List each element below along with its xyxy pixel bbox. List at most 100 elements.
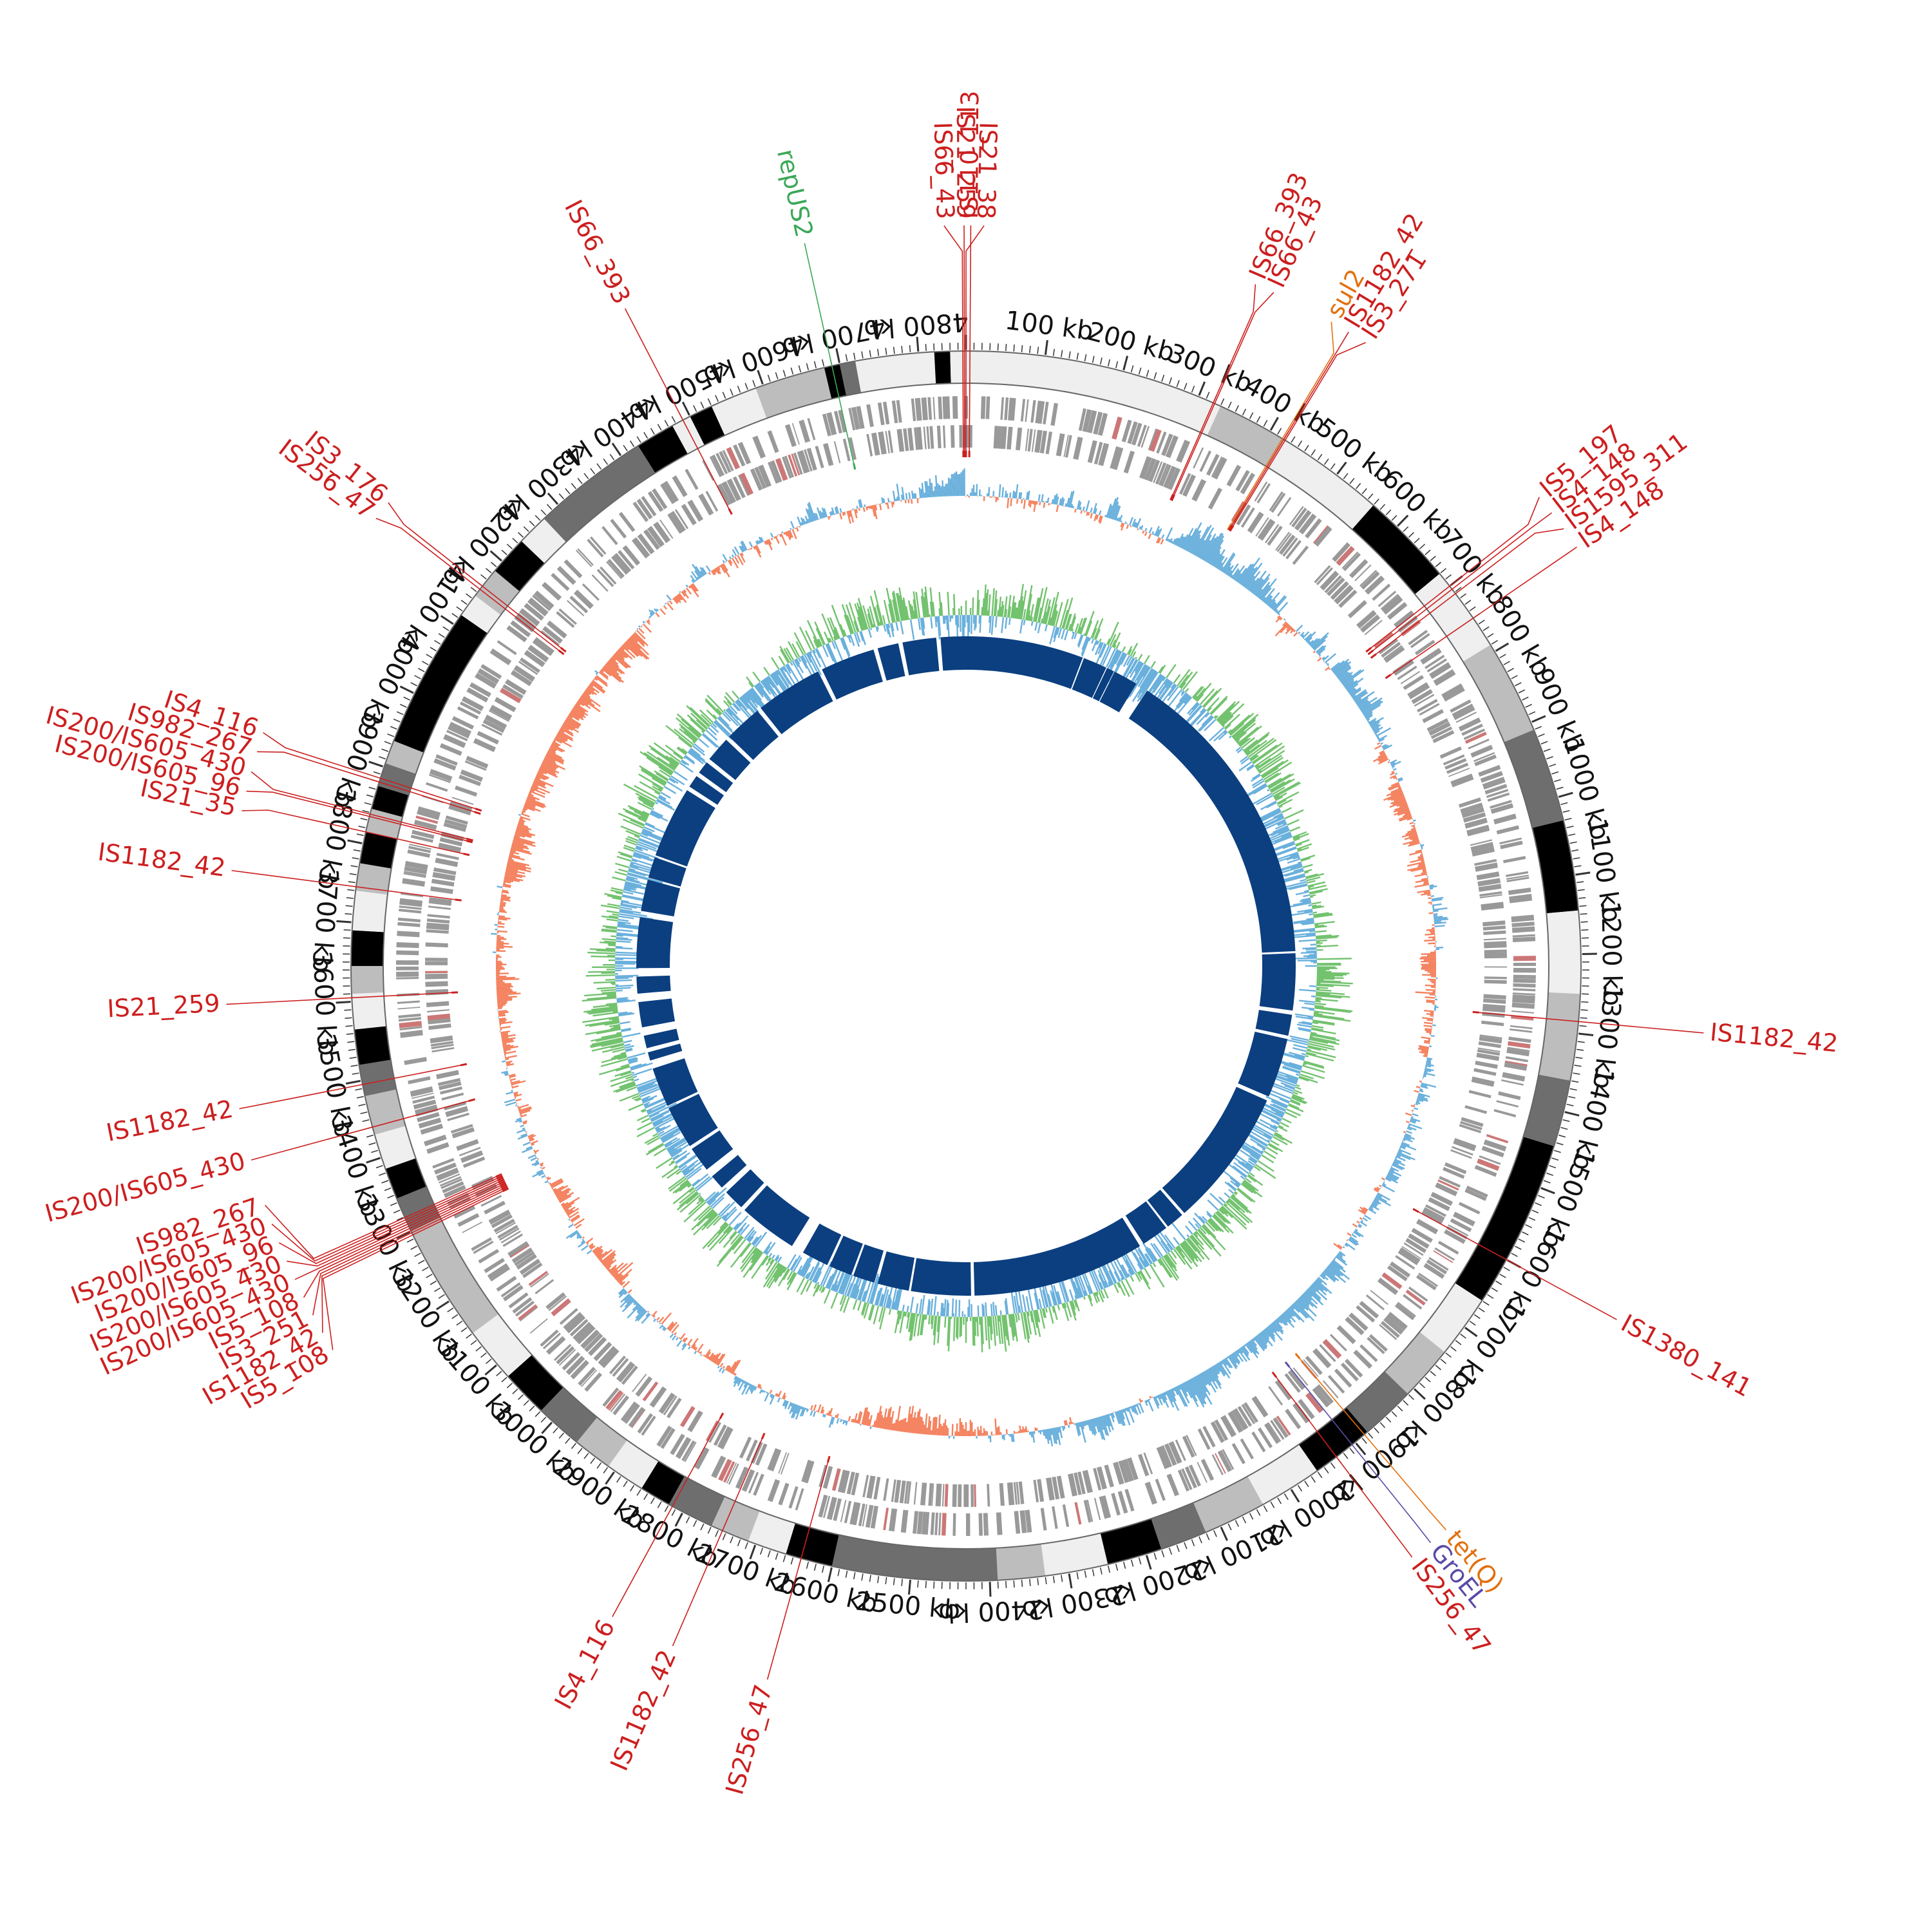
gc-skew-negative <box>800 517 805 526</box>
gc-skew-positive <box>581 694 592 703</box>
gc-content-above <box>1023 1312 1030 1343</box>
gc-skew-positive <box>1425 996 1435 999</box>
cds-forward <box>1450 699 1472 713</box>
cds-reverse <box>1282 537 1298 557</box>
cds-reverse <box>558 608 577 625</box>
gc-content-above <box>609 1023 620 1028</box>
gc-content-below <box>1139 1256 1146 1269</box>
gc-skew-positive <box>676 594 681 601</box>
gc-skew-negative <box>1192 1377 1206 1399</box>
gc-content-below <box>1245 1162 1254 1170</box>
cds-forward <box>1479 1155 1501 1165</box>
cds-forward <box>1240 473 1256 495</box>
contig-segment <box>966 351 1221 436</box>
gc-content-below <box>1289 884 1308 891</box>
gc-content-above <box>1249 1172 1255 1177</box>
gc-skew-negative <box>744 1383 752 1395</box>
cds-forward <box>925 1511 930 1535</box>
cds-forward <box>1443 686 1465 702</box>
gc-skew-positive <box>1388 784 1401 791</box>
gc-skew-negative <box>1126 1407 1130 1412</box>
minor-tick <box>546 504 553 510</box>
cds-reverse <box>1007 1482 1014 1506</box>
gc-content-below <box>1177 694 1190 709</box>
contig-segment <box>855 352 936 393</box>
cds-forward <box>628 1406 645 1428</box>
gc-skew-negative <box>1266 598 1273 606</box>
gc-content-below <box>683 1168 690 1175</box>
cds-forward <box>1477 1158 1500 1171</box>
gc-skew-positive <box>904 499 907 504</box>
gc-skew-negative <box>743 1381 746 1384</box>
gc-skew-positive <box>510 1080 520 1084</box>
gc-content-below <box>615 984 634 987</box>
gc-content-below <box>738 1227 744 1234</box>
minor-tick <box>414 1253 421 1257</box>
gc-skew-negative <box>577 1241 586 1248</box>
cds-reverse <box>1378 638 1399 655</box>
gc-content-below <box>827 1265 838 1289</box>
minor-tick <box>414 675 421 679</box>
gc-skew-negative <box>1006 493 1009 498</box>
gc-skew-negative <box>636 1306 643 1313</box>
gc-content-below <box>875 1287 882 1306</box>
gc-content-above <box>897 1311 902 1325</box>
gc-content-above <box>823 1289 831 1304</box>
gc-content-above <box>1193 686 1204 699</box>
gc-content-above <box>1314 1005 1324 1008</box>
cds-reverse <box>1484 980 1507 984</box>
gc-skew-positive <box>497 1002 507 1005</box>
minor-tick <box>1061 1575 1063 1582</box>
gc-content-above <box>1057 1304 1061 1311</box>
cds-reverse <box>522 1262 543 1278</box>
cds-reverse <box>1137 1454 1150 1477</box>
minor-tick <box>1546 1172 1553 1176</box>
gc-content-above <box>1281 807 1292 813</box>
minor-tick <box>1391 1411 1397 1417</box>
cds-reverse <box>431 1043 454 1050</box>
gc-content-above <box>852 1299 858 1310</box>
gc-content-below <box>1252 780 1265 789</box>
gc-skew-negative <box>1186 1381 1198 1402</box>
minor-tick <box>368 1142 376 1146</box>
gc-skew-positive <box>620 1281 626 1286</box>
minor-tick <box>1297 1484 1303 1492</box>
cds-forward <box>1025 399 1029 422</box>
gc-skew-positive <box>502 1039 513 1043</box>
cds-reverse <box>1214 1419 1227 1441</box>
minor-tick <box>1368 1432 1374 1439</box>
gc-skew-positive <box>618 648 629 658</box>
minor-tick <box>480 574 487 580</box>
gc-skew-negative <box>1279 1315 1289 1326</box>
gc-content-above <box>1302 1065 1325 1074</box>
cds-reverse <box>1483 994 1506 1000</box>
gc-content-below <box>1294 1013 1314 1018</box>
cds-reverse <box>1384 646 1405 663</box>
gc-skew-positive <box>1415 849 1422 853</box>
gc-content-below <box>1097 641 1100 645</box>
cds-reverse <box>1430 726 1453 739</box>
cds-reverse <box>987 1484 990 1507</box>
gc-content-below <box>1152 1233 1168 1255</box>
minor-tick <box>1499 654 1506 659</box>
cds-reverse <box>444 1101 467 1111</box>
gc-skew-negative <box>1209 546 1222 565</box>
gc-content-above <box>1316 975 1335 978</box>
cds-forward <box>896 400 902 423</box>
gc-skew-negative <box>1280 1314 1288 1323</box>
minor-tick <box>1445 1352 1452 1358</box>
gc-content-below <box>992 1302 996 1316</box>
gc-skew-negative <box>1398 1148 1412 1155</box>
gc-content-below <box>891 1284 898 1309</box>
gc-skew-positive <box>773 536 776 539</box>
gc-skew-negative <box>758 536 763 543</box>
gc-content-above <box>729 1230 737 1239</box>
cds-forward <box>1200 1459 1215 1481</box>
minor-tick <box>1408 1394 1414 1400</box>
gc-content-above <box>1184 688 1189 693</box>
gc-skew-negative <box>1033 1431 1036 1434</box>
gc-content-above <box>1312 905 1322 909</box>
cds-reverse <box>653 521 671 544</box>
cds-forward <box>403 871 426 877</box>
major-tick <box>1290 1489 1300 1503</box>
